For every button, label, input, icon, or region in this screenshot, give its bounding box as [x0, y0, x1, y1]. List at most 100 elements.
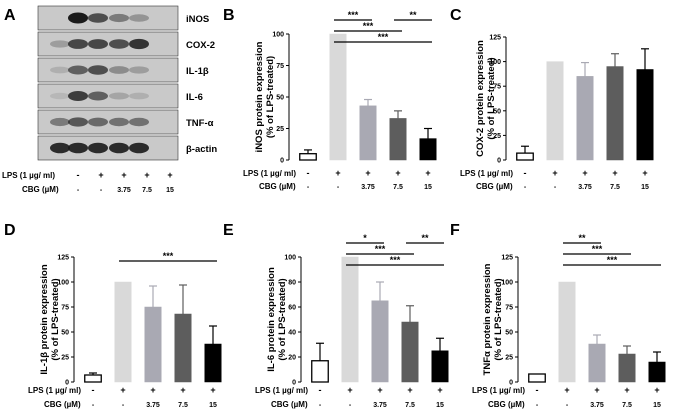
- y-tick-label: 20: [288, 355, 296, 362]
- y-tick-label: 40: [288, 330, 296, 337]
- blot-protein-label: IL-6: [186, 92, 203, 103]
- bar: [84, 374, 102, 383]
- lps-mark: +: [552, 168, 557, 178]
- panel-letter-f: F: [450, 222, 460, 239]
- significance-label: ***: [163, 251, 174, 261]
- significance-label: *: [363, 233, 367, 243]
- lps-row-label: LPS (1 µg/ ml): [28, 386, 81, 395]
- significance-label: **: [578, 233, 586, 243]
- blot-cbg-mark: -: [100, 187, 103, 194]
- lps-mark: -: [307, 168, 310, 178]
- bar: [341, 256, 359, 383]
- cbg-row-label: CBG (µM): [259, 182, 296, 191]
- blot-band: [109, 66, 129, 74]
- blot-protein-label: IL-1β: [186, 66, 209, 77]
- significance-label: ***: [363, 21, 374, 31]
- blot-lps-mark: +: [98, 170, 103, 180]
- lps-mark: +: [425, 168, 430, 178]
- y-axis-label-line: COX-2 protein expression: [475, 40, 486, 157]
- panel-letter-b: B: [223, 7, 235, 24]
- lps-row-label: LPS (1 µg/ ml): [243, 169, 296, 178]
- cbg-mark: -: [122, 402, 125, 409]
- blot-band: [68, 65, 88, 75]
- blot-protein-label: β-actin: [186, 144, 217, 155]
- bar: [516, 152, 534, 161]
- cbg-mark: 15: [641, 184, 649, 191]
- significance-label: **: [409, 10, 417, 20]
- y-tick-label: 125: [501, 255, 513, 262]
- blot-band: [129, 38, 149, 50]
- blot-band: [109, 39, 129, 49]
- y-tick-label: 50: [505, 330, 513, 337]
- bar: [576, 76, 594, 161]
- cbg-mark: 15: [653, 402, 661, 409]
- y-tick-label: 25: [493, 133, 501, 140]
- y-tick-label: 75: [61, 305, 69, 312]
- blot-band: [50, 92, 70, 100]
- cbg-mark: -: [566, 402, 569, 409]
- blot-lps-mark: -: [77, 170, 80, 180]
- y-tick-label: 25: [61, 355, 69, 362]
- cbg-mark: 7.5: [393, 184, 403, 191]
- bar: [546, 61, 564, 161]
- y-tick-label: 50: [276, 95, 284, 102]
- blot-band: [109, 92, 129, 100]
- blot-band: [129, 142, 149, 154]
- panel-letter-c: C: [450, 7, 462, 24]
- cbg-mark: 7.5: [178, 402, 188, 409]
- cbg-mark: 3.75: [578, 184, 592, 191]
- cbg-mark: -: [536, 402, 539, 409]
- bar: [648, 361, 666, 383]
- blot-band: [109, 142, 129, 154]
- bar: [371, 300, 389, 383]
- cbg-mark: 7.5: [610, 184, 620, 191]
- blot-band: [129, 92, 149, 100]
- cbg-mark: 7.5: [405, 402, 415, 409]
- blot-cbg-mark: 3.75: [117, 187, 131, 194]
- blot-lps-mark: +: [167, 170, 172, 180]
- blot-band: [88, 117, 108, 127]
- cbg-mark: -: [319, 402, 322, 409]
- blot-band: [68, 117, 88, 127]
- bar: [329, 33, 347, 161]
- cbg-row-label: CBG (µM): [476, 182, 513, 191]
- y-axis-label-line: (% of LPS-treated): [493, 278, 504, 360]
- lps-mark: +: [407, 385, 412, 395]
- blot-protein-label: iNOS: [186, 14, 209, 25]
- blot-lps-mark: +: [121, 170, 126, 180]
- blot-band: [50, 142, 70, 154]
- cbg-row-label: CBG (µM): [44, 400, 81, 409]
- y-axis-label-line: TNFα protein expression: [482, 263, 493, 375]
- cbg-row-label: CBG (µM): [271, 400, 308, 409]
- panel-letter-a: A: [4, 7, 16, 24]
- lps-mark: +: [120, 385, 125, 395]
- bar: [588, 343, 606, 383]
- y-tick-label: 125: [57, 255, 69, 262]
- bar: [558, 281, 576, 383]
- blot-cbg-mark: 7.5: [142, 187, 152, 194]
- cbg-mark: -: [337, 184, 340, 191]
- y-axis-label: TNFα protein expression(% of LPS-treated…: [482, 263, 504, 375]
- cbg-mark: -: [349, 402, 352, 409]
- y-axis-label: COX-2 protein expression(% of LPS-treate…: [475, 40, 497, 157]
- cbg-mark: 15: [209, 402, 217, 409]
- lps-mark: +: [395, 168, 400, 178]
- panel-letter-e: E: [223, 222, 234, 239]
- blot-cbg-label: CBG (µM): [22, 185, 59, 194]
- blot-band: [50, 117, 70, 127]
- y-axis-label-line: (% of LPS-treated): [277, 278, 288, 360]
- cbg-mark: 3.75: [373, 402, 387, 409]
- y-tick-label: 80: [288, 280, 296, 287]
- significance-label: ***: [592, 244, 603, 254]
- significance-label: ***: [378, 32, 389, 42]
- bar: [618, 353, 636, 383]
- lps-mark: +: [180, 385, 185, 395]
- lps-mark: +: [612, 168, 617, 178]
- y-axis-label-line: IL-6 protein expression: [266, 267, 277, 372]
- y-tick-label: 75: [505, 305, 513, 312]
- lps-row-label: LPS (1 µg/ ml): [460, 169, 513, 178]
- cbg-mark: 7.5: [622, 402, 632, 409]
- y-tick-label: 60: [288, 305, 296, 312]
